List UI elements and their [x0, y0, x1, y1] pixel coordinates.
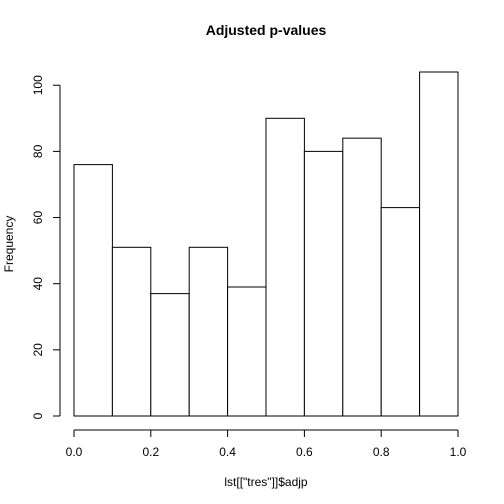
y-tick-label: 100	[31, 75, 45, 95]
histogram-bar	[111, 246, 152, 417]
histogram-bar	[150, 293, 190, 417]
bars-group	[73, 71, 459, 417]
x-tick-label: 0.2	[142, 445, 159, 459]
x-tick-label: 0.4	[219, 445, 236, 459]
x-tick-label: 0.8	[373, 445, 390, 459]
x-tick-label: 1.0	[450, 445, 467, 459]
histogram-bar	[419, 71, 459, 417]
histogram-bar	[380, 207, 421, 417]
y-tick-label: 0	[31, 412, 45, 419]
y-axis-label: Frequency	[2, 216, 16, 273]
y-axis: 0 20 40 60 80 100	[31, 75, 61, 419]
histogram-bar	[227, 286, 267, 417]
histogram-bar	[73, 164, 113, 417]
chart-title: Adjusted p-values	[206, 22, 327, 38]
x-axis-label: lst[["tres"]]$adjp	[224, 475, 308, 489]
x-tick-label: 0.6	[296, 445, 313, 459]
histogram-bar	[303, 150, 344, 417]
y-tick-label: 20	[31, 343, 45, 357]
x-tick-label: 0.0	[66, 445, 83, 459]
histogram-bar	[342, 137, 382, 417]
histogram-bar	[265, 117, 305, 417]
y-tick-label: 40	[31, 277, 45, 291]
y-tick-label: 80	[31, 144, 45, 158]
y-tick-label: 60	[31, 211, 45, 225]
histogram-bar	[188, 246, 229, 417]
x-axis: 0.0 0.2 0.4 0.6 0.8 1.0	[66, 429, 467, 459]
